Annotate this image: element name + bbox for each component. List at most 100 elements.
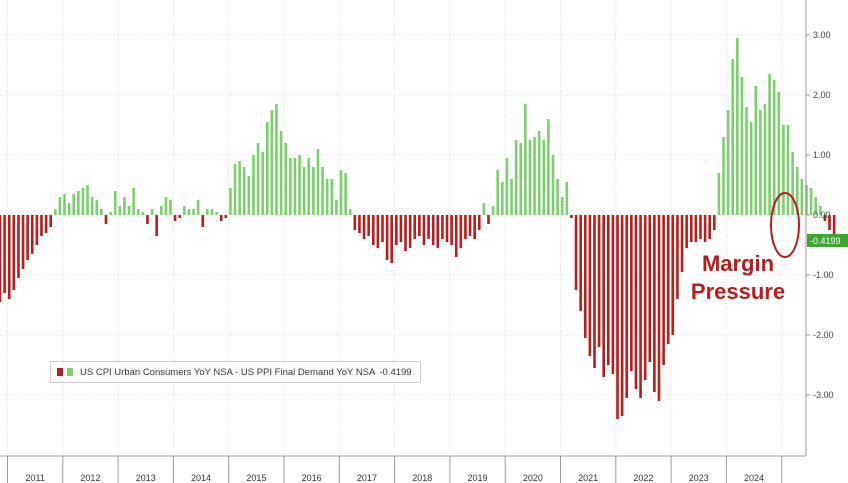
- bar: [648, 215, 652, 362]
- bar: [178, 215, 182, 218]
- bar: [109, 212, 112, 215]
- bar: [510, 179, 513, 215]
- bar: [233, 164, 237, 215]
- bar: [390, 215, 394, 263]
- legend-swatch-positive: [67, 368, 73, 376]
- bar: [759, 110, 762, 215]
- bar: [298, 155, 301, 215]
- bar: [54, 209, 57, 215]
- bar: [694, 215, 698, 242]
- bar: [256, 143, 260, 215]
- bar: [67, 203, 71, 215]
- bar: [17, 215, 20, 278]
- bar: [302, 167, 306, 215]
- y-tick-label: -2.00: [813, 330, 834, 340]
- bar: [164, 197, 168, 215]
- bar: [731, 59, 735, 215]
- bar: [800, 179, 804, 215]
- bar: [491, 206, 495, 215]
- bar: [7, 215, 11, 299]
- bar: [809, 188, 813, 215]
- x-tick-label: 2019: [468, 473, 488, 483]
- bar: [795, 167, 799, 215]
- bar: [717, 173, 721, 215]
- x-tick-label: 2016: [302, 473, 322, 483]
- bar: [611, 215, 615, 374]
- bar: [362, 215, 366, 239]
- bar: [141, 212, 145, 215]
- x-tick-label: 2023: [689, 473, 709, 483]
- gridlines: [0, 0, 806, 456]
- bar: [625, 215, 629, 398]
- bar: [90, 197, 94, 215]
- bar: [542, 140, 546, 215]
- x-tick-label: 2015: [246, 473, 266, 483]
- bar: [169, 200, 172, 215]
- bar: [726, 110, 730, 215]
- bar: [353, 215, 357, 230]
- bar: [3, 215, 6, 293]
- bar: [395, 215, 398, 245]
- bar: [275, 104, 278, 215]
- bar: [367, 215, 370, 236]
- bar: [127, 206, 131, 215]
- bar: [602, 215, 605, 377]
- bar: [528, 140, 532, 215]
- bar: [123, 197, 126, 215]
- bar: [560, 197, 564, 215]
- bar: [312, 167, 315, 215]
- bar: [597, 215, 601, 347]
- last-value-box: [807, 234, 848, 247]
- y-tick-label: 1.00: [813, 150, 831, 160]
- y-tick-label: 3.00: [813, 30, 831, 40]
- x-tick-label: 2018: [412, 473, 432, 483]
- last-value-marker: -0.4199: [807, 234, 848, 247]
- axes: [0, 0, 810, 483]
- bar: [823, 215, 827, 221]
- bar: [818, 206, 822, 215]
- bar: [768, 74, 771, 215]
- bar: [136, 209, 140, 215]
- bar: [712, 215, 716, 230]
- bar: [219, 215, 223, 221]
- bar: [21, 215, 25, 269]
- bar: [113, 191, 117, 215]
- bar: [551, 155, 555, 215]
- bar: [501, 182, 504, 215]
- bar: [408, 215, 412, 248]
- legend-label: US CPI Urban Consumers YoY NSA - US PPI …: [80, 366, 376, 378]
- bar: [381, 215, 384, 242]
- bar: [616, 215, 619, 419]
- bar: [676, 215, 679, 299]
- bar: [464, 215, 467, 239]
- bar: [348, 209, 352, 215]
- margin-pressure-annotation: Margin Pressure: [668, 250, 808, 306]
- bar: [307, 158, 311, 215]
- legend-value: -0.4199: [379, 366, 412, 378]
- bar: [814, 197, 817, 215]
- bar: [689, 215, 693, 242]
- bar: [427, 215, 430, 239]
- bar: [454, 215, 458, 257]
- bar: [459, 215, 463, 248]
- bar: [524, 104, 527, 215]
- bar: [537, 131, 541, 215]
- bar: [279, 131, 283, 215]
- x-tick-label: 2024: [744, 473, 764, 483]
- bar: [95, 200, 99, 215]
- bar: [565, 182, 569, 215]
- bar: [754, 86, 758, 215]
- x-tick-label: 2013: [136, 473, 156, 483]
- bar: [482, 203, 486, 215]
- bar: [118, 206, 122, 215]
- bar: [487, 215, 490, 224]
- y-tick-labels: 3.00 2.00 1.00 0.00 -1.00 -2.00 -3.00: [813, 30, 834, 400]
- x-tick-label: 2022: [633, 473, 653, 483]
- bar: [413, 215, 417, 239]
- bar: [242, 167, 246, 215]
- bar: [496, 170, 499, 215]
- bar: [477, 215, 481, 230]
- legend: US CPI Urban Consumers YoY NSA - US PPI …: [50, 361, 421, 383]
- bar: [431, 215, 435, 245]
- bar: [252, 155, 255, 215]
